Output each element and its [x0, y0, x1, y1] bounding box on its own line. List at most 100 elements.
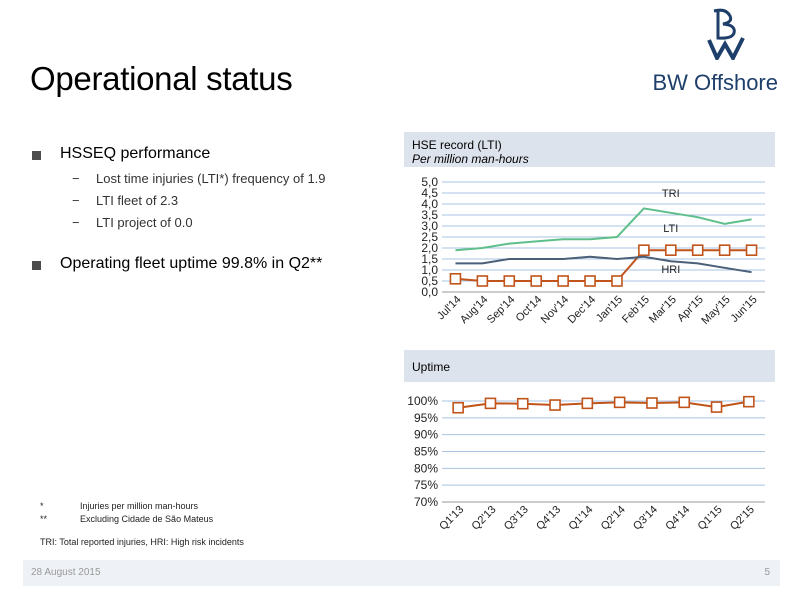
x-tick-label: Q1'13	[437, 504, 466, 533]
y-tick-label: 85%	[414, 445, 438, 459]
data-point	[503, 275, 516, 287]
sub-bullet: − Lost time injuries (LTI*) frequency of …	[72, 171, 326, 186]
data-point	[638, 244, 650, 256]
series-label: HRI	[661, 264, 680, 276]
uptime-chart-header: Uptime	[404, 350, 775, 382]
y-tick-label: 2,0	[421, 241, 438, 255]
footnote-text: Injuries per million man-hours	[80, 501, 199, 511]
hse-chart-header: HSE record (LTI) Per million man-hours	[404, 132, 775, 167]
logo-text: BW Offshore	[652, 70, 778, 95]
data-point	[678, 396, 691, 409]
data-point	[743, 395, 755, 408]
footer-date: 28 August 2015	[31, 567, 101, 578]
slide-footer: 28 August 2015 5	[23, 560, 780, 586]
x-tick-label: Jan'15	[594, 294, 625, 325]
bw-logo-mark-icon	[707, 8, 745, 60]
data-point	[718, 244, 731, 256]
x-tick-label: Oct'14	[514, 294, 545, 325]
x-tick-label: Mar'15	[647, 294, 679, 326]
y-tick-label: 4,5	[421, 186, 438, 200]
y-tick-label: 70%	[414, 495, 438, 509]
series-line	[455, 255, 752, 274]
data-point	[611, 275, 623, 287]
sub-bullet-text: Lost time injuries (LTI*) frequency of 1…	[96, 171, 326, 186]
sub-bullet: − LTI fleet of 2.3	[72, 193, 179, 208]
y-tick-label: 100%	[407, 394, 438, 408]
sub-bullet-text: LTI fleet of 2.3	[96, 193, 179, 208]
series-label: LTI	[663, 223, 678, 235]
sub-bullet-text: LTI project of 0.0	[96, 215, 193, 230]
slide-title: Operational status	[30, 60, 293, 97]
square-bullet-icon	[32, 261, 41, 270]
y-tick-label: 90%	[414, 428, 438, 442]
y-tick-label: 5,0	[421, 175, 438, 189]
x-tick-label: Feb'15	[620, 294, 652, 326]
x-tick-label: Q2'14	[599, 504, 628, 533]
x-tick-label: Q3'14	[631, 504, 660, 533]
hse-chart-title: HSE record (LTI)	[412, 138, 502, 152]
bullet-hsseq: HSSEQ performance	[30, 145, 390, 163]
y-tick-label: 0,0	[421, 285, 438, 299]
data-point	[549, 399, 561, 411]
footnote-text: Excluding Cidade de São Mateus	[80, 514, 214, 524]
y-tick-label: 1,0	[421, 263, 438, 277]
page-number: 5	[764, 567, 770, 578]
y-tick-label: 3,5	[421, 208, 438, 222]
data-point	[710, 401, 723, 413]
series-label: TRI	[662, 188, 680, 200]
data-point	[581, 397, 594, 410]
uptime-chart: 70%75%80%85%90%95%100%Q1'13 Q2'13 Q3'13 Q4'…	[407, 394, 765, 533]
footnote-2: ** Excluding Cidade de São Mateus	[40, 514, 213, 524]
footnote-mark: **	[40, 514, 48, 524]
x-tick-label: Nov'14	[539, 294, 571, 326]
y-tick-label: 2,5	[421, 230, 438, 244]
data-point	[646, 397, 658, 409]
x-tick-label: Jul'14	[435, 294, 464, 323]
hse-chart: 0,00,51,01,52,02,53,03,54,04,55,0Jul'14A…	[421, 175, 765, 327]
y-tick-label: 1,5	[421, 252, 438, 266]
bullet-list: HSSEQ performance − Lost time injuries (L…	[30, 145, 390, 281]
x-tick-label: Q1'15	[696, 504, 725, 533]
footnote-mark: *	[40, 501, 44, 511]
y-tick-label: 4,0	[421, 197, 438, 211]
bw-offshore-logo: BW Offshore	[652, 8, 778, 98]
x-tick-label: Dec'14	[566, 294, 598, 326]
x-tick-label: Q4'14	[663, 504, 692, 533]
data-point	[516, 397, 529, 410]
data-point	[557, 275, 569, 287]
x-tick-label: Jun'15	[728, 294, 759, 325]
x-tick-label: Aug'14	[458, 294, 490, 326]
abbreviation-note: TRI: Total reported injuries, HRI: High …	[40, 537, 244, 547]
x-tick-label: Q2'15	[728, 504, 757, 533]
x-tick-label: Apr'15	[675, 294, 706, 325]
data-point	[484, 397, 497, 410]
hse-chart-subtitle: Per million man-hours	[412, 152, 529, 166]
data-point	[449, 272, 462, 285]
data-point	[745, 244, 758, 256]
sub-bullet: − LTI project of 0.0	[72, 215, 193, 230]
data-point	[476, 275, 489, 287]
series-line	[455, 249, 752, 282]
square-bullet-icon	[32, 151, 41, 160]
data-point	[584, 275, 596, 287]
x-tick-label: Q4'13	[534, 504, 563, 533]
bullet-hsseq-label: HSSEQ performance	[60, 145, 211, 162]
x-tick-label: Q2'13	[470, 504, 499, 533]
data-point	[691, 244, 704, 256]
series-line	[458, 400, 750, 409]
series-line	[455, 207, 752, 252]
y-tick-label: 95%	[414, 411, 438, 425]
y-tick-label: 3,0	[421, 219, 438, 233]
data-point	[530, 275, 543, 287]
y-tick-label: 75%	[414, 478, 438, 492]
data-point	[613, 396, 626, 409]
x-tick-label: Q3'13	[502, 504, 531, 533]
bullet-uptime-label: Operating fleet uptime 99.8% in Q2**	[60, 255, 323, 272]
y-tick-label: 0,5	[421, 274, 438, 288]
x-tick-label: Q1'14	[566, 504, 595, 533]
bullet-uptime: Operating fleet uptime 99.8% in Q2**	[30, 255, 390, 273]
footnote-1: * Injuries per million man-hours	[40, 501, 198, 511]
data-point	[452, 401, 464, 414]
x-tick-label: Sep'14	[485, 294, 517, 326]
x-tick-label: May'15	[699, 294, 732, 327]
